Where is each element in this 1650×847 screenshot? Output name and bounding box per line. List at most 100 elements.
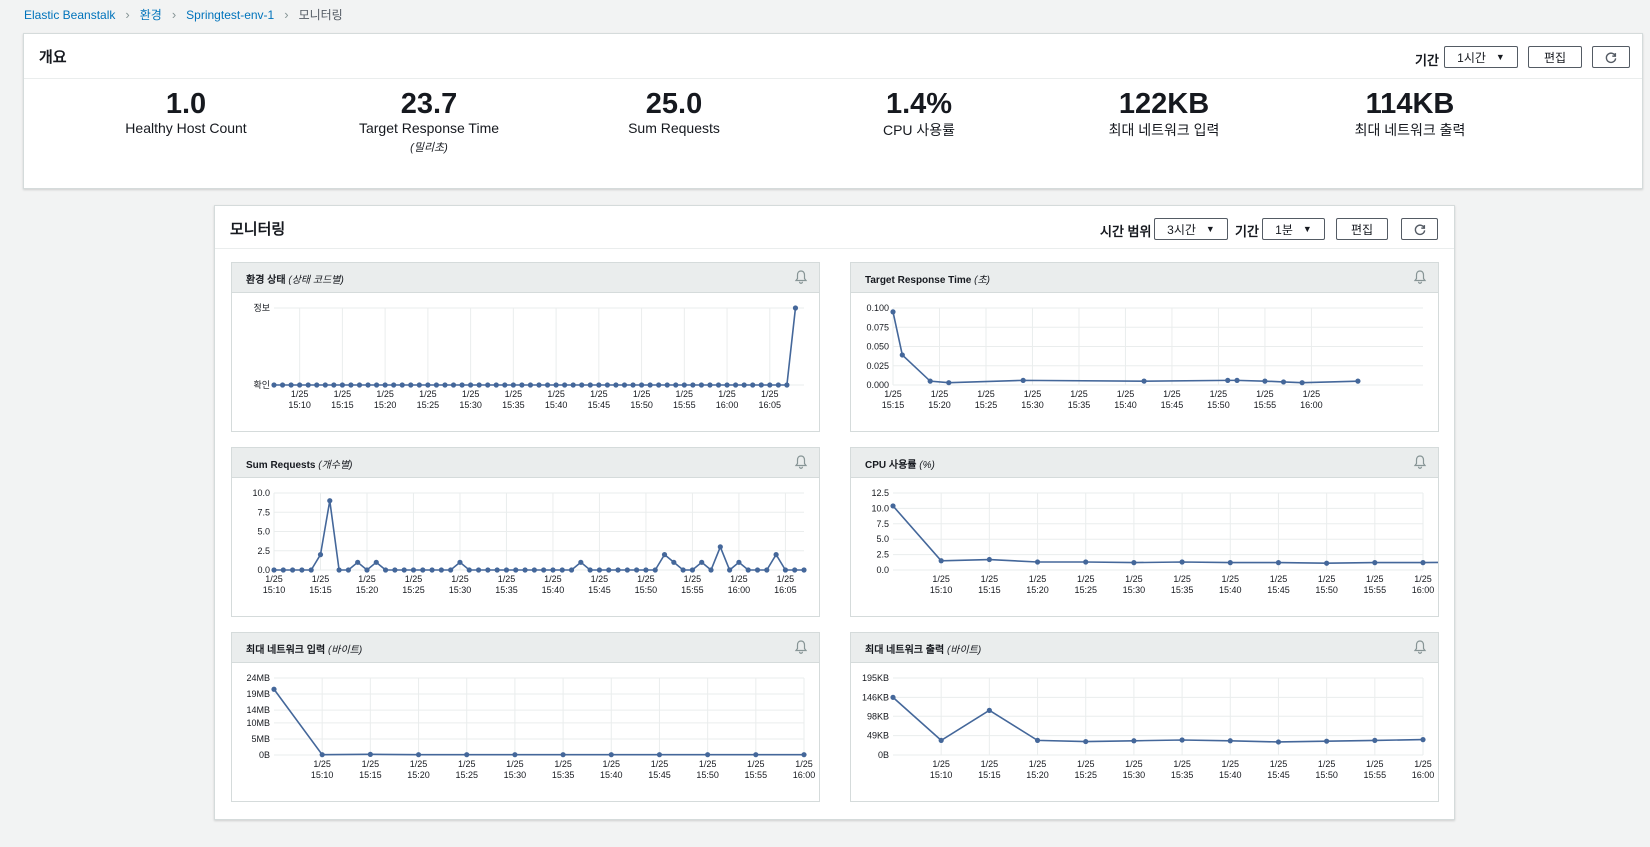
data-point xyxy=(415,752,422,758)
x-tick-date: 1/25 xyxy=(591,574,609,584)
data-point xyxy=(1275,739,1282,745)
x-tick-label: 1/25 15:45 xyxy=(588,574,611,595)
data-point xyxy=(801,567,807,573)
data-point xyxy=(408,382,414,388)
x-tick-time: 16:00 xyxy=(793,770,816,780)
x-tick-label: 1/25 16:00 xyxy=(728,574,751,595)
breadcrumb-environment[interactable]: Springtest-env-1 xyxy=(186,7,275,22)
data-point xyxy=(1141,378,1147,384)
chart-title-text: CPU 사용률 xyxy=(865,460,917,471)
x-tick-date: 1/25 xyxy=(291,389,309,399)
metric-label: Target Response Time xyxy=(358,120,500,136)
x-tick-date: 1/25 xyxy=(358,574,376,584)
data-point xyxy=(946,380,952,386)
data-point xyxy=(1179,559,1185,565)
x-tick-time: 15:15 xyxy=(882,400,905,410)
data-point xyxy=(1083,559,1089,565)
x-tick-label: 1/25 15:10 xyxy=(930,574,953,595)
data-point xyxy=(399,382,405,388)
data-point xyxy=(596,567,603,573)
alarm-bell-icon[interactable] xyxy=(1412,454,1428,470)
x-tick-date: 1/25 xyxy=(265,574,283,584)
monitoring-edit-button[interactable]: 편집 xyxy=(1336,218,1388,240)
y-tick-label: 0.050 xyxy=(866,342,889,352)
data-point xyxy=(339,382,345,388)
time-range-select[interactable]: 3시간 ▼ xyxy=(1154,218,1228,240)
data-point xyxy=(643,567,649,573)
metric-value: 1.4% xyxy=(885,88,953,120)
metric-value: 122KB xyxy=(1118,88,1210,120)
data-point xyxy=(606,567,612,573)
data-point xyxy=(331,382,337,388)
data-point xyxy=(767,382,773,388)
y-tick-label: 5MB xyxy=(251,734,270,744)
y-tick-label: 24MB xyxy=(246,673,270,683)
data-point xyxy=(1227,738,1233,744)
x-tick-label: 1/25 16:05 xyxy=(759,389,782,410)
x-tick-time: 15:15 xyxy=(359,770,382,780)
x-tick-date: 1/25 xyxy=(554,759,572,769)
x-tick-label: 1/25 15:10 xyxy=(311,759,334,780)
x-tick-label: 1/25 15:30 xyxy=(1021,389,1044,410)
x-tick-time: 16:00 xyxy=(728,585,751,595)
data-point xyxy=(476,382,482,388)
data-point xyxy=(513,567,519,573)
data-point xyxy=(717,544,723,550)
breadcrumb-elastic-beanstalk[interactable]: Elastic Beanstalk xyxy=(24,7,116,22)
x-tick-time: 15:55 xyxy=(681,585,704,595)
data-point xyxy=(671,559,677,565)
data-point xyxy=(541,567,547,573)
data-point xyxy=(345,567,351,573)
x-tick-time: 15:25 xyxy=(1074,770,1097,780)
x-tick-time: 15:45 xyxy=(588,585,611,595)
overview-period-select[interactable]: 1시간 ▼ xyxy=(1444,46,1518,68)
data-point xyxy=(299,567,305,573)
y-tick-label: 0.075 xyxy=(866,322,889,332)
data-point xyxy=(512,752,518,758)
data-point xyxy=(624,567,630,573)
chart-card-sum-requests: Sum Requests (개수별) 0.0 2.5 5.0 7.5 10.0 1/25 1… xyxy=(231,447,820,617)
data-point xyxy=(392,567,398,573)
data-point xyxy=(401,567,407,573)
x-tick-time: 16:00 xyxy=(1300,400,1323,410)
data-point xyxy=(327,498,333,504)
series-line xyxy=(892,311,1358,384)
alarm-bell-icon[interactable] xyxy=(1412,639,1428,655)
x-tick-date: 1/25 xyxy=(419,389,437,399)
data-point xyxy=(753,752,759,758)
data-point xyxy=(562,382,568,388)
y-tick-label: 10.0 xyxy=(252,488,270,498)
monitoring-period-select[interactable]: 1분 ▼ xyxy=(1262,218,1325,240)
overview-edit-button[interactable]: 편집 xyxy=(1528,46,1582,68)
alarm-bell-icon[interactable] xyxy=(793,454,809,470)
data-point xyxy=(715,382,722,388)
monitoring-refresh-button[interactable] xyxy=(1401,218,1438,240)
data-point xyxy=(673,382,679,388)
breadcrumb-environments[interactable]: 환경 xyxy=(139,8,162,22)
x-tick-label: 1/25 15:15 xyxy=(309,574,332,595)
x-tick-time: 16:05 xyxy=(774,585,797,595)
alarm-bell-icon[interactable] xyxy=(793,639,809,655)
series-line xyxy=(892,696,1424,743)
x-tick-label: 1/25 15:20 xyxy=(1026,759,1049,780)
alarm-bell-icon[interactable] xyxy=(793,269,809,285)
x-tick-label: 1/25 16:00 xyxy=(716,389,739,410)
data-point xyxy=(531,567,537,573)
chart-unit: (초) xyxy=(974,275,990,286)
chart-title-text: 환경 상태 xyxy=(246,275,286,286)
overview-refresh-button[interactable] xyxy=(1592,46,1630,68)
data-point xyxy=(775,382,781,388)
x-tick-date: 1/25 xyxy=(1222,759,1240,769)
x-tick-date: 1/25 xyxy=(1318,574,1336,584)
x-tick-time: 16:00 xyxy=(1412,585,1435,595)
chart-title: Target Response Time (초) xyxy=(865,271,990,286)
x-tick-time: 15:40 xyxy=(542,585,565,595)
data-point xyxy=(634,567,640,573)
chart-title: Sum Requests (개수별) xyxy=(246,456,353,471)
data-point xyxy=(621,382,628,388)
alarm-bell-icon[interactable] xyxy=(1412,269,1428,285)
x-tick-label: 1/25 15:45 xyxy=(588,389,611,410)
x-tick-date: 1/25 xyxy=(1029,759,1047,769)
